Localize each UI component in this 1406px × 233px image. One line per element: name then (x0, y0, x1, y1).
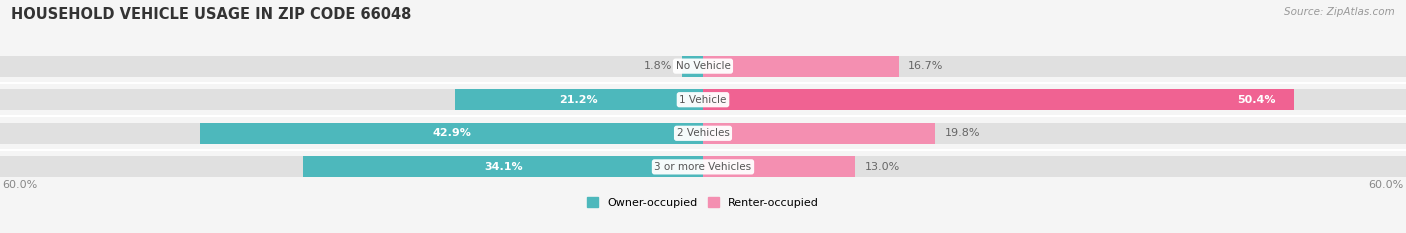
Text: 16.7%: 16.7% (908, 61, 943, 71)
Text: HOUSEHOLD VEHICLE USAGE IN ZIP CODE 66048: HOUSEHOLD VEHICLE USAGE IN ZIP CODE 6604… (11, 7, 412, 22)
Text: 1.8%: 1.8% (644, 61, 672, 71)
Text: Source: ZipAtlas.com: Source: ZipAtlas.com (1284, 7, 1395, 17)
Text: 3 or more Vehicles: 3 or more Vehicles (654, 162, 752, 172)
Text: 19.8%: 19.8% (945, 128, 980, 138)
Bar (0, 157, 1406, 177)
Bar (703, 89, 1294, 110)
Text: 60.0%: 60.0% (3, 180, 38, 190)
Text: 13.0%: 13.0% (865, 162, 900, 172)
Text: No Vehicle: No Vehicle (675, 61, 731, 71)
Bar (201, 123, 703, 144)
Bar (703, 123, 935, 144)
Text: 1 Vehicle: 1 Vehicle (679, 95, 727, 105)
Legend: Owner-occupied, Renter-occupied: Owner-occupied, Renter-occupied (582, 193, 824, 212)
Text: 21.2%: 21.2% (560, 95, 598, 105)
Bar (304, 157, 703, 177)
Bar (0, 89, 1406, 110)
Text: 42.9%: 42.9% (432, 128, 471, 138)
Bar (703, 157, 855, 177)
Text: 34.1%: 34.1% (484, 162, 523, 172)
Bar (0, 123, 1406, 144)
Bar (454, 89, 703, 110)
Bar (682, 56, 703, 76)
Text: 60.0%: 60.0% (1368, 180, 1403, 190)
Bar (703, 56, 898, 76)
Text: 50.4%: 50.4% (1237, 95, 1277, 105)
Text: 2 Vehicles: 2 Vehicles (676, 128, 730, 138)
Bar (0, 56, 1406, 76)
